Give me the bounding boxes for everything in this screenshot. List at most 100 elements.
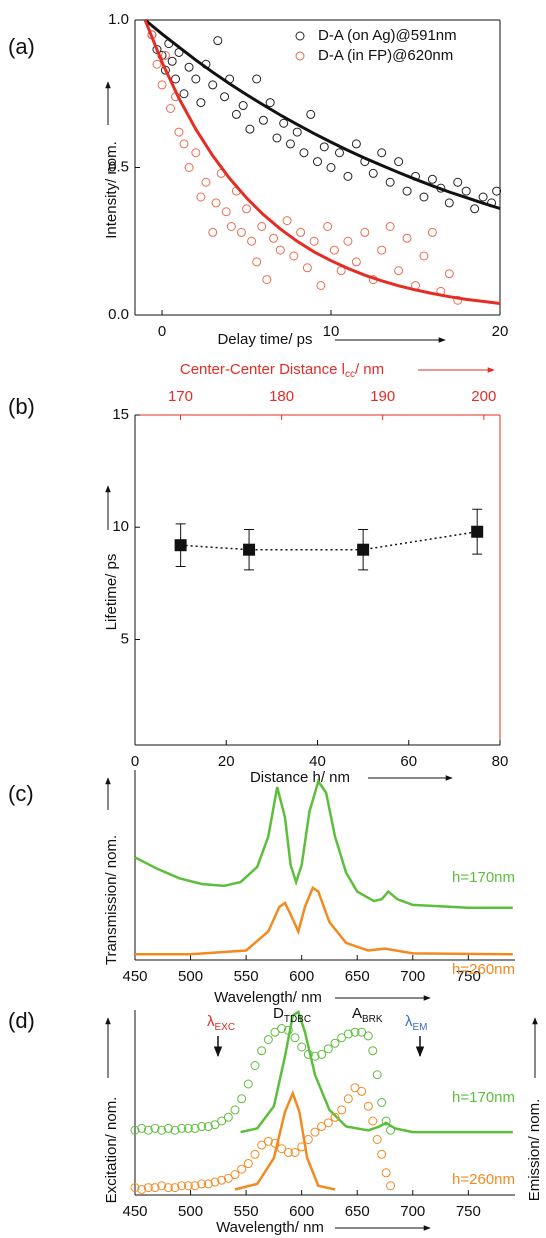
data-point: [137, 1123, 147, 1133]
legend-marker: [295, 51, 305, 61]
x-tick-label: 550: [234, 1203, 259, 1220]
annotation-sub: BRK: [362, 1014, 383, 1025]
data-point: [223, 1112, 233, 1122]
data-point: [316, 281, 326, 290]
y-tick-label: 5: [121, 630, 129, 647]
data-point: [262, 275, 272, 285]
data-point: [191, 148, 201, 158]
data-point: [372, 1070, 382, 1080]
data-point: [306, 109, 316, 119]
data-point: [250, 1149, 260, 1159]
x-tick-label: 500: [178, 968, 203, 985]
x-tick-label: 550: [234, 968, 259, 985]
x2-title-sub: cc: [345, 369, 355, 380]
y-tick-label: 10: [112, 518, 129, 535]
x-tick-label: 10: [323, 323, 340, 340]
x-axis-title: Wavelength/ nm: [214, 989, 322, 1006]
annotation-text: h=170nm: [452, 1089, 515, 1106]
y-axis-title: Transmission/ nom.: [103, 835, 120, 965]
y-axis-title: Intensity/ nom.: [103, 141, 120, 239]
x-tick-label: 600: [289, 1203, 314, 1220]
data-point: [265, 98, 275, 108]
data-point: [208, 80, 218, 90]
data-point: [337, 1105, 347, 1115]
data-point: [297, 1042, 307, 1052]
data-point: [263, 1035, 273, 1045]
annotation: h=260nm: [452, 961, 515, 978]
data-point: [372, 1135, 382, 1144]
data-point: [272, 133, 282, 143]
data-point: [165, 104, 175, 113]
data-point: [279, 118, 289, 128]
legend-marker: [295, 31, 305, 41]
data-point: [334, 148, 344, 158]
data-point: [289, 251, 299, 261]
x2-title-unit: / nm: [355, 361, 384, 378]
data-point: [250, 1061, 260, 1070]
x-tick-label: 700: [400, 968, 425, 985]
data-point: [357, 1086, 367, 1096]
data-point: [394, 157, 404, 167]
data-point: [381, 1168, 391, 1178]
data-point: [163, 1123, 173, 1133]
data-point: [257, 222, 267, 231]
data-point: [226, 222, 236, 231]
x-tick-label: 600: [289, 968, 314, 985]
data-point: [223, 1173, 233, 1183]
data-point: [230, 1105, 240, 1115]
data-point: [461, 186, 471, 196]
data-point: [394, 266, 404, 276]
data-point: [427, 227, 437, 237]
annotation-text: λ: [405, 1013, 413, 1030]
data-point: [197, 1122, 207, 1132]
annotation-sub: EXC: [215, 1022, 236, 1033]
data-point: [269, 233, 279, 243]
annotation-sub: EM: [413, 1022, 428, 1033]
y-tick-label: 0.0: [108, 306, 129, 323]
data-point: [184, 163, 194, 172]
data-point: [385, 222, 395, 231]
fit-line: [143, 19, 501, 305]
data-point: [243, 543, 256, 556]
data-point: [386, 1181, 396, 1191]
data-point: [453, 295, 463, 305]
panel-label: (a): [8, 34, 35, 59]
data-point: [368, 1116, 378, 1126]
data-point: [201, 177, 211, 187]
data-point: [150, 1123, 160, 1133]
annotation: h=170nm: [452, 869, 515, 886]
data-point: [213, 36, 223, 46]
data-point: [231, 109, 241, 119]
x-axis-title: Distance h/ nm: [250, 769, 350, 786]
x-tick-label: 0: [158, 323, 166, 340]
data-point: [377, 245, 387, 255]
data-point: [197, 1179, 207, 1189]
data-point: [130, 1125, 140, 1135]
data-point: [236, 227, 246, 237]
data-point: [471, 525, 484, 538]
data-point: [363, 1031, 373, 1041]
data-point: [210, 1177, 220, 1187]
data-point: [130, 1183, 140, 1193]
data-point: [183, 1181, 193, 1191]
data-point: [190, 1181, 200, 1191]
legend-label: D-A (on Ag)@591nm: [318, 27, 457, 44]
x2-title-text: Center-Center Distance l: [180, 361, 345, 378]
data-point: [143, 1183, 153, 1193]
data-point: [319, 142, 329, 152]
data-point: [238, 101, 248, 111]
data-point: [330, 1112, 340, 1122]
data-point: [167, 56, 177, 66]
data-point: [381, 1116, 391, 1126]
annotation: DTDBC: [273, 1005, 311, 1025]
annotation-text: h=260nm: [452, 961, 515, 978]
data-point: [313, 157, 322, 167]
annotation-text: h=260nm: [452, 1171, 515, 1188]
data-point: [283, 1147, 293, 1157]
annotation: λEM: [405, 1013, 428, 1033]
x-tick-label: 40: [309, 753, 326, 770]
x2-tick-label: 180: [269, 388, 294, 405]
panel-label: (d): [8, 1008, 35, 1033]
data-point: [302, 263, 312, 273]
